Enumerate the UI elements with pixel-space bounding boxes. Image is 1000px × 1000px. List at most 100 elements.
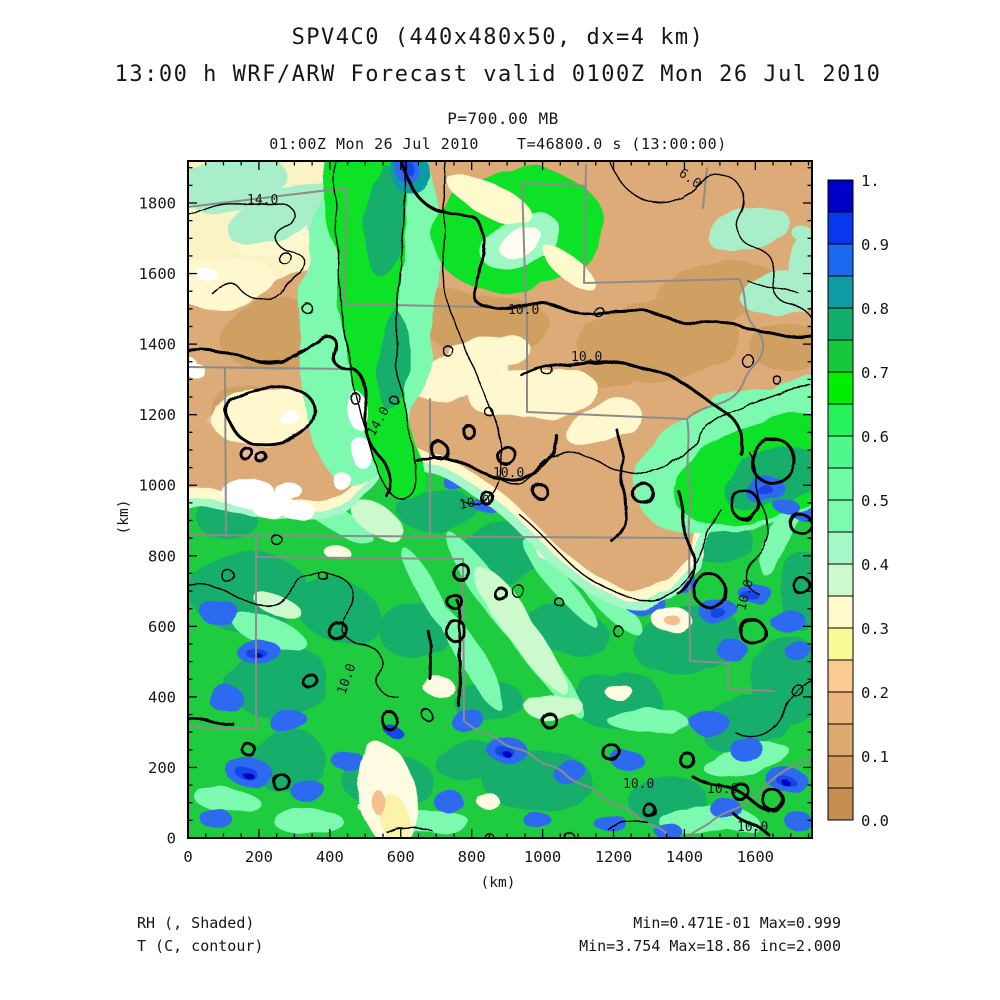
y-tick-label: 1400	[139, 336, 176, 354]
temp-contours-thin-loop	[511, 584, 525, 598]
temp-contours-thick-loop	[792, 576, 812, 596]
north-mint-blob	[226, 182, 340, 244]
north-cream-blob	[188, 255, 278, 307]
temp-contours-thin-path	[517, 508, 721, 600]
legend-shaded-label: RH (, Shaded)	[137, 914, 254, 932]
y-tick-label: 200	[148, 759, 176, 777]
temp-contours-thick-loop	[480, 491, 496, 507]
state-borders-path	[521, 182, 587, 187]
colorbar-tick-label: 0.7	[861, 364, 889, 382]
colorbar-cell	[827, 755, 854, 789]
temp-contours-thick-path	[731, 811, 769, 835]
blob-white-core-blob	[497, 228, 545, 258]
north-cream-blob	[213, 387, 313, 445]
white-patches-blob	[188, 356, 196, 374]
temp-contours-thin-path	[747, 280, 799, 294]
north-mint-blob	[790, 223, 810, 239]
temp-contours-thick-path	[188, 717, 236, 727]
white-patches-blob	[284, 503, 316, 523]
state-borders-path	[188, 726, 257, 730]
temp-contours-thin-loop	[388, 394, 398, 404]
temp-contours-thin-loop	[562, 830, 574, 838]
temp-contours-thick-loop	[730, 781, 750, 801]
y-tick-label: 1600	[139, 265, 176, 283]
x-tick-label: 0	[183, 848, 192, 866]
colorbar-tick-label: 0.5	[861, 492, 889, 510]
temp-contours-thin-loop	[272, 535, 284, 547]
y-tick-label: 1200	[139, 406, 176, 424]
temp-contours-thick-path	[399, 161, 485, 305]
temp-contours-thin-loop	[773, 376, 783, 386]
state-borders-path	[583, 164, 587, 284]
temp-contours-thick-loop	[738, 617, 766, 645]
y-axis-unit: (km)	[116, 500, 132, 535]
temp-contours-thick-loop	[631, 481, 655, 505]
north-cream-blob	[564, 399, 642, 447]
north-cream-blob	[448, 333, 528, 369]
colorbar-cell	[827, 339, 854, 373]
south-cream-patches-blob	[476, 794, 500, 808]
colorbar-tick-label: 0.1	[861, 748, 889, 766]
contour-value-label: 10.0	[458, 493, 491, 513]
y-tick-label: 800	[148, 547, 176, 565]
contour-value-label: 10.0	[623, 777, 654, 792]
north-mint-blob	[190, 185, 222, 205]
colorbar-tick-label: 0.0	[861, 812, 889, 830]
temp-contours-thick-loop	[788, 511, 812, 535]
x-tick-label: 1600	[737, 848, 774, 866]
contour-label-layer: 14.06.010.010.010.010.014.010.010.010.0 1…	[247, 166, 768, 835]
blue-cells-blob	[290, 780, 326, 802]
spring-streaks-blob	[521, 538, 595, 624]
temp-contours-thick-path	[351, 367, 393, 497]
blue-cells-blob	[612, 751, 644, 771]
x-tick-label: 1000	[524, 848, 561, 866]
temp-contours-thick-loop	[380, 711, 400, 731]
spring-streaks-blob	[608, 709, 688, 733]
south-salmon-blob	[662, 613, 678, 623]
bay-blue-blob	[776, 500, 800, 516]
state-borders-path	[344, 303, 527, 309]
temp-contours-thin-loop	[791, 684, 805, 698]
white-patches-blob	[274, 482, 302, 500]
temp-contours-thick-loop	[255, 451, 269, 465]
spring-streaks-blob	[198, 789, 258, 813]
dark-blue-dots-blob	[504, 752, 512, 758]
temp-contours-thin-loop	[741, 354, 755, 368]
colorbar-tick-label: 1.	[861, 172, 880, 190]
state-borders-path	[526, 411, 688, 420]
state-borders-path	[463, 720, 667, 834]
band-dark-core-blob	[363, 166, 405, 276]
temp-contours-thick-loop	[450, 561, 470, 581]
contour-value-label: 10.0	[737, 820, 768, 835]
colorbar-tick-label: 0.4	[861, 556, 889, 574]
temp-contours-thick-loop	[600, 741, 620, 761]
white-patches-blob	[350, 436, 370, 466]
temp-contours-thick-loop	[541, 712, 559, 730]
temp-contours-thick-path	[454, 597, 462, 707]
blue-cells-blob	[688, 709, 728, 733]
contour-value-label: 14.0	[247, 193, 278, 208]
white-patches-blob	[241, 483, 261, 497]
state-borders-path	[702, 167, 708, 209]
colorbar-cell	[827, 787, 854, 821]
temp-contours-thick-loop	[531, 482, 549, 500]
temp-contours-thin-path	[702, 386, 812, 432]
x-tick-label: 1200	[595, 848, 632, 866]
temp-contours-thick-loop	[762, 789, 786, 813]
colorbar-tick-label: 0.3	[861, 620, 889, 638]
spring-streaks-blob	[273, 809, 343, 833]
x-tick-label: 800	[458, 848, 486, 866]
temp-contours-thick-loop	[444, 619, 468, 643]
y-tick-label: 400	[148, 688, 176, 706]
blue-cells-blob	[450, 710, 486, 732]
state-borders-path	[689, 660, 775, 692]
temp-contours-thin-loop	[221, 569, 235, 583]
band-dark-core-blob	[376, 311, 410, 411]
south-cream-patches-blob	[604, 683, 632, 699]
legend-contour-label: T (C, contour)	[137, 937, 263, 955]
temp-contours-thin-path	[735, 680, 812, 738]
x-tick-label: 400	[316, 848, 344, 866]
blue-cells-blob	[332, 751, 364, 771]
temp-contours-thick-loop	[679, 752, 697, 770]
